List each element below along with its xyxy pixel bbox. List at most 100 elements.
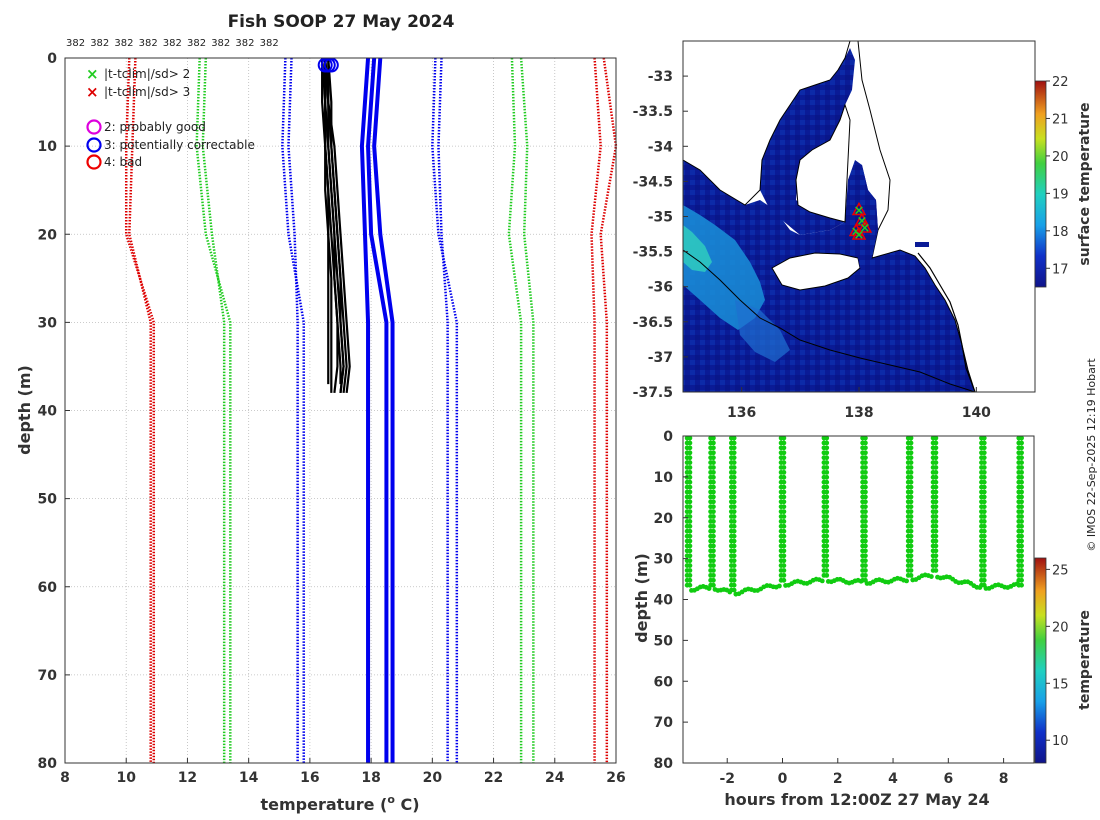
track-point <box>731 494 737 500</box>
track-point <box>981 533 987 539</box>
track-colorbar-tick-label: 10 <box>1052 734 1069 749</box>
track-point <box>908 484 914 490</box>
track-point <box>824 523 830 529</box>
track-point <box>824 538 830 544</box>
track-point <box>908 460 914 465</box>
track-xtick-label: -2 <box>719 771 735 787</box>
track-ylabel: depth (m) <box>632 553 651 643</box>
track-point <box>1019 543 1024 549</box>
south-coast-land <box>857 41 1035 392</box>
profile-top-label: 382 <box>114 38 133 49</box>
track-point <box>908 494 914 500</box>
track-point <box>1019 509 1024 515</box>
track-point <box>863 553 868 559</box>
climatology-line <box>431 57 459 763</box>
track-points <box>684 435 1024 597</box>
track-point <box>1019 514 1024 519</box>
track-point <box>731 479 737 485</box>
track-point <box>731 538 737 544</box>
track-point <box>781 469 787 475</box>
track-point <box>908 543 914 549</box>
track-point <box>908 474 914 480</box>
legend-sd2: × |t-tclim|/sd> 2 <box>86 65 190 83</box>
track-ytick-label: 30 <box>654 552 674 568</box>
track-point <box>731 558 737 564</box>
track-point <box>687 465 693 470</box>
yorke-peninsula <box>795 103 851 223</box>
track-point <box>863 558 868 564</box>
track-point <box>687 553 693 559</box>
track-point <box>863 523 868 529</box>
track-point <box>1019 523 1024 529</box>
station-triangle <box>848 222 864 237</box>
legend-sd3-label: |t-tclim|/sd> 3 <box>104 85 190 99</box>
station-markers: ××××× <box>848 201 873 243</box>
track-point <box>687 519 693 524</box>
track-point <box>908 504 914 510</box>
profile-ytick-label: 20 <box>38 227 58 243</box>
track-point <box>933 450 939 456</box>
track-point <box>731 465 737 470</box>
track-point <box>781 499 787 505</box>
track-point <box>1019 533 1024 539</box>
profile-grid <box>64 57 617 764</box>
track-ytick-label: 40 <box>654 593 674 609</box>
track-point <box>731 474 737 480</box>
track-colorbar-tick-label: 20 <box>1052 620 1069 635</box>
profile-ytick-label: 0 <box>47 51 57 67</box>
track-point <box>687 504 693 510</box>
track-point <box>981 465 987 470</box>
track-point <box>933 509 939 515</box>
track-point <box>1019 568 1024 573</box>
track-point <box>781 445 787 451</box>
track-point <box>863 563 868 568</box>
map-ytick-label: -36.5 <box>633 315 673 331</box>
climatology-line <box>599 57 618 763</box>
track-point <box>908 523 914 529</box>
track-point <box>781 474 787 480</box>
track-point <box>731 528 737 534</box>
map-ytick-label: -36 <box>648 280 673 296</box>
track-ytick-label: 10 <box>654 470 674 486</box>
profile-top-labels: 382 382 382 382 382 382 382 382 382 <box>66 38 279 49</box>
track-point <box>824 563 830 568</box>
track-point <box>711 519 716 524</box>
track-point <box>711 582 716 588</box>
profile-top-label: 382 <box>211 38 230 49</box>
track-point <box>981 514 987 519</box>
track-point <box>863 538 868 544</box>
profile-ytick-label: 80 <box>38 756 58 772</box>
surface-flag-markers <box>317 57 339 73</box>
legend-flag2: 2: probably good <box>86 119 206 135</box>
track-point <box>687 469 693 475</box>
track-point <box>824 553 830 559</box>
track-point <box>908 469 914 475</box>
track-point <box>824 572 830 578</box>
track-point <box>981 504 987 510</box>
track-point <box>933 553 939 559</box>
track-point <box>731 460 737 465</box>
track-ytick-label: 0 <box>663 429 673 445</box>
track-point <box>731 563 737 568</box>
track-ytick-label: 80 <box>654 756 674 772</box>
track-point <box>711 474 716 480</box>
track-point <box>1019 474 1024 480</box>
track-point <box>731 543 737 549</box>
map-colorbar-tick-label: 21 <box>1052 112 1069 127</box>
track-point <box>687 494 693 500</box>
track-point <box>711 455 716 461</box>
track-point <box>711 494 716 500</box>
track-point <box>981 460 987 465</box>
track-ytick-label: 60 <box>654 674 674 690</box>
profile-xtick-label: 26 <box>606 770 625 786</box>
track-point <box>863 455 868 461</box>
station-triangle <box>857 219 873 233</box>
warm-water-patch <box>683 205 765 330</box>
track-point <box>776 583 782 589</box>
track-point <box>711 489 716 495</box>
track-point <box>687 528 693 534</box>
climatology-line <box>201 57 226 763</box>
track-point <box>711 538 716 544</box>
